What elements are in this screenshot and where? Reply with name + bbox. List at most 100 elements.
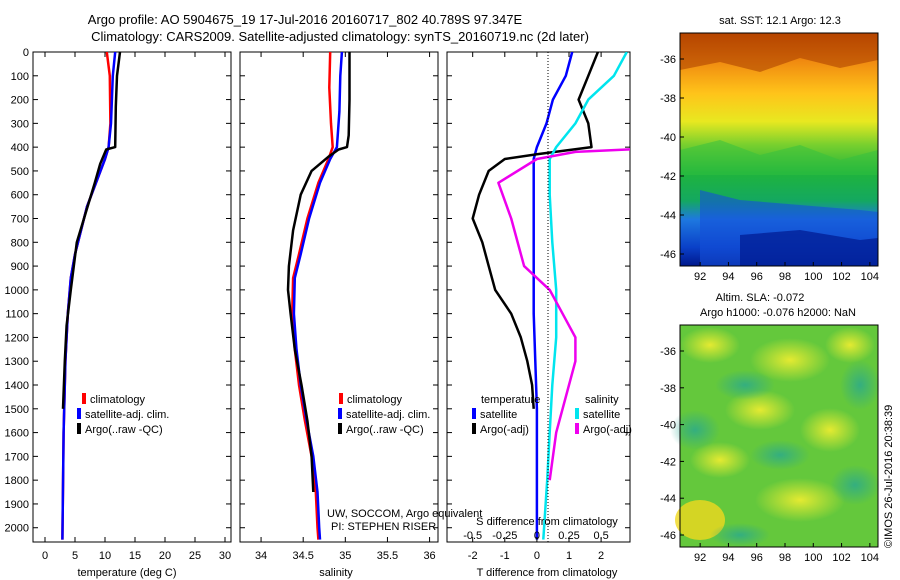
map-x-tick-label: 98 (779, 271, 791, 283)
map-x-tick-label: 102 (832, 552, 850, 564)
sla-heatmap (670, 324, 880, 548)
x-tick-label: 30 (219, 550, 231, 562)
depth-tick-label: 100 (11, 71, 29, 83)
legend-swatch-s-satellite (575, 408, 579, 419)
sst-axis-ticks: 92 94 96 98 100 102 104 -36 -38 -40 -42 -44 -46 (660, 54, 879, 283)
difference-legend: temperature satellite Argo(-adj) salinit… (472, 394, 632, 436)
temperature-legend: climatology satellite-adj. clim. Argo(..… (77, 393, 169, 436)
sst-heatmap (679, 32, 879, 267)
x-tick-label: -1 (500, 550, 510, 562)
x-tick-label: 0 (534, 550, 540, 562)
map-x-tick-label: 96 (751, 552, 763, 564)
map-y-tick-label: -40 (660, 420, 676, 432)
map-x-tick-label: 92 (694, 271, 706, 283)
sla-high-anomaly (675, 500, 725, 540)
depth-tick-label: 1300 (5, 356, 29, 368)
legend-label-t-argo: Argo(-adj) (480, 424, 529, 436)
depth-tick-label: 900 (11, 261, 29, 273)
depth-tick-label: 1200 (5, 332, 29, 344)
depth-tick-label: 1100 (5, 309, 29, 321)
map-y-tick-label: -38 (660, 93, 676, 105)
sla-high-anomaly (825, 327, 875, 363)
sla-low-anomaly (840, 360, 880, 410)
sla-low-anomaly (830, 465, 880, 505)
series-line-argo-raw-qc- (286, 52, 351, 493)
map-y-tick-label: -46 (660, 530, 676, 542)
map-y-tick-label: -46 (660, 249, 676, 261)
map-x-tick-label: 100 (804, 271, 822, 283)
map-y-tick-label: -42 (660, 171, 676, 183)
legend-swatch-climatology (339, 393, 343, 404)
depth-tick-label: 200 (11, 95, 29, 107)
x-tick-label: 35.5 (377, 550, 398, 562)
t-difference-x-label: T difference from climatology (477, 567, 618, 579)
map-x-tick-label: 94 (722, 552, 734, 564)
x-tick-label: 10 (99, 550, 111, 562)
series-line-satellite-adj-clim- (292, 52, 344, 540)
map-y-tick-label: -44 (660, 210, 676, 222)
pi-annotation: PI: STEPHEN RISER (331, 521, 436, 533)
sla-map-frame (679, 324, 879, 548)
salinity-panel-frame (239, 51, 439, 543)
x-tick-label: 0 (42, 550, 48, 562)
salinity-x-label: salinity (319, 567, 353, 579)
depth-tick-label: 1800 (5, 475, 29, 487)
map-y-tick-label: -42 (660, 456, 676, 468)
imos-credit: ©IMOS 26-Jul-2016 20:38:39 (883, 405, 895, 548)
map-x-tick-label: 104 (861, 552, 879, 564)
legend-title-salinity: salinity (585, 394, 619, 406)
x-tick-label: 25 (189, 550, 201, 562)
legend-label-s-satellite: satellite (583, 409, 620, 421)
map-x-tick-label: 100 (804, 552, 822, 564)
sla-low-anomaly (750, 440, 810, 470)
salinity-legend: climatology satellite-adj. clim. Argo(..… (327, 393, 482, 533)
legend-label-t-satellite: satellite (480, 409, 517, 421)
map-y-tick-label: -40 (660, 132, 676, 144)
temperature-panel-frame (32, 51, 232, 543)
legend-swatch-argo (77, 423, 81, 434)
depth-tick-label: 0 (23, 47, 29, 59)
sla-high-anomaly (680, 327, 740, 363)
legend-swatch-satellite (77, 408, 81, 419)
map-x-tick-label: 96 (751, 271, 763, 283)
depth-tick-label: 1700 (5, 451, 29, 463)
series-line-temperature-argo-adj- (471, 52, 600, 409)
sst-map-title: sat. SST: 12.1 Argo: 12.3 (719, 15, 841, 27)
depth-tick-label: 1900 (5, 499, 29, 511)
depth-tick-label: 700 (11, 214, 29, 226)
legend-swatch-s-argo (575, 423, 579, 434)
x-tick-label: 34 (255, 550, 267, 562)
difference-panel-frame (446, 51, 631, 543)
sla-map-title: Altim. SLA: -0.072 (716, 292, 805, 304)
series-line-argo-raw-qc- (61, 52, 122, 409)
legend-swatch-climatology (82, 393, 86, 404)
x-tick-label-secondary: 0.25 (558, 530, 579, 542)
series-line-salinity-satellite (542, 52, 628, 540)
sst-green-band (680, 140, 878, 175)
legend-label-climatology: climatology (347, 394, 403, 406)
figure-title-line1: Argo profile: AO 5904675_19 17-Jul-2016 … (87, 12, 523, 27)
depth-tick-label: 600 (11, 190, 29, 202)
x-tick-label: 5 (72, 550, 78, 562)
sla-high-anomaly (725, 390, 795, 430)
map-x-tick-label: 102 (832, 271, 850, 283)
sla-high-anomaly (755, 478, 845, 522)
x-tick-label: 34.5 (292, 550, 313, 562)
depth-tick-label: 500 (11, 166, 29, 178)
x-tick-label-secondary: 0 (534, 530, 540, 542)
sla-low-anomaly (715, 370, 775, 400)
map-x-tick-label: 92 (694, 552, 706, 564)
sst-map-frame (679, 32, 879, 267)
x-tick-label: 36 (423, 550, 435, 562)
figure-title-line2: Climatology: CARS2009. Satellite-adjuste… (91, 29, 589, 44)
salinity-series-group (286, 52, 351, 540)
sla-high-anomaly (800, 408, 860, 452)
sla-low-anomaly (670, 410, 720, 450)
legend-label-satellite: satellite-adj. clim. (85, 409, 169, 421)
map-y-tick-label: -44 (660, 493, 676, 505)
x-tick-label: 1 (566, 550, 572, 562)
x-tick-label: 2 (598, 550, 604, 562)
depth-axis: 0 100 200 300 400 500 600 700 800 900 1000 1100 1200… (5, 47, 630, 535)
sla-map-subtitle: Argo h1000: -0.076 h2000: NaN (700, 307, 856, 319)
